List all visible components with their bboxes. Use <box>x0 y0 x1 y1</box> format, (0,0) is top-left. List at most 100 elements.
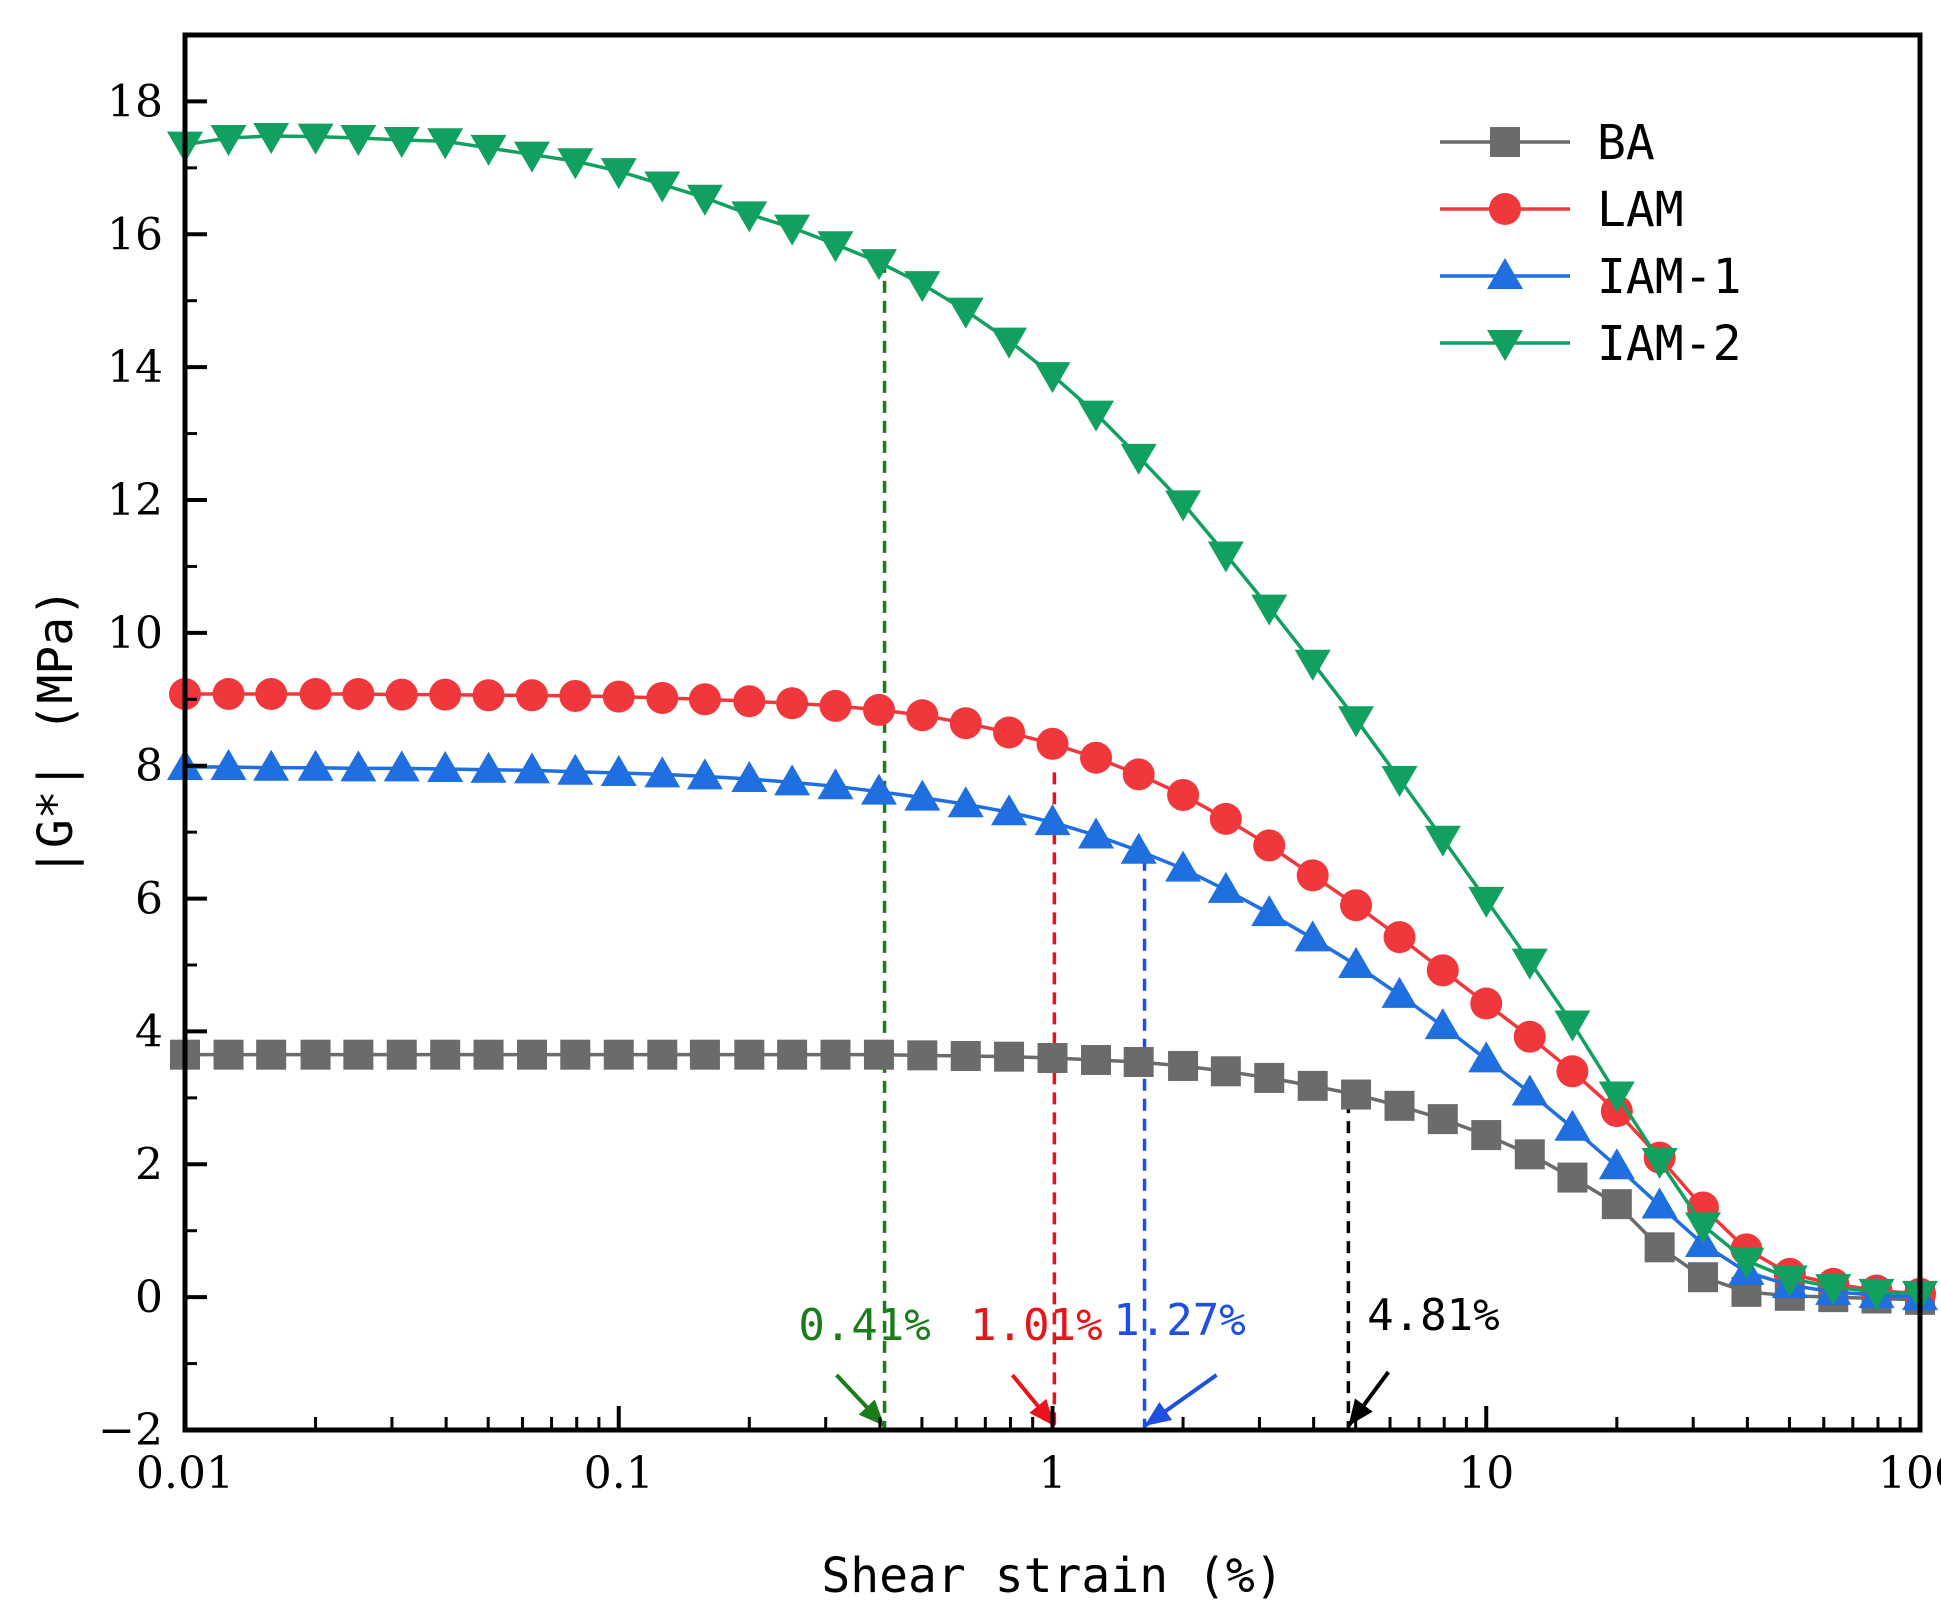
triangle-up-marker <box>904 779 941 811</box>
circle-marker <box>1080 741 1113 774</box>
triangle-down-marker <box>1771 1265 1808 1297</box>
circle-marker <box>472 679 505 712</box>
triangle-down-marker <box>686 184 723 216</box>
triangle-up-marker <box>1120 832 1157 864</box>
triangle-up-marker <box>1338 947 1375 978</box>
triangle-down-marker <box>1468 886 1505 918</box>
square-marker <box>1687 1262 1718 1293</box>
circle-marker <box>1209 802 1242 835</box>
x-tick-label: 0.01 <box>136 1448 234 1499</box>
square-marker <box>689 1039 720 1070</box>
square-marker <box>1341 1079 1372 1110</box>
square-marker <box>907 1040 938 1071</box>
triangle-down-marker <box>1641 1147 1678 1179</box>
square-marker <box>950 1041 981 1072</box>
circle-marker <box>1470 987 1503 1020</box>
triangle-up-marker <box>1078 817 1115 849</box>
triangle-up-marker <box>514 752 551 784</box>
square-marker <box>647 1039 678 1070</box>
y-tick-label: 12 <box>107 475 163 526</box>
circle-marker <box>733 685 766 718</box>
triangle-down-marker <box>340 124 377 156</box>
triangle-down-marker <box>1034 362 1071 394</box>
square-marker <box>1471 1120 1502 1151</box>
square-marker <box>256 1039 287 1070</box>
triangle-up-marker <box>1034 804 1071 836</box>
circle-marker <box>1296 859 1329 892</box>
square-marker <box>1384 1090 1415 1121</box>
square-marker <box>603 1039 634 1070</box>
y-tick-label: 2 <box>135 1139 163 1190</box>
square-marker <box>343 1039 374 1070</box>
circle-marker <box>602 680 635 713</box>
triangle-up-marker <box>860 773 897 805</box>
circle-marker <box>1253 829 1286 862</box>
square-marker <box>994 1041 1025 1072</box>
triangle-up-marker <box>383 750 420 782</box>
triangle-down-marker <box>383 126 420 158</box>
triangle-down-marker <box>1078 400 1115 432</box>
y-tick-label: 18 <box>107 76 163 127</box>
legend-label: LAM <box>1597 182 1684 238</box>
triangle-down-marker <box>1294 649 1331 681</box>
triangle-down-marker <box>1120 443 1157 475</box>
triangle-down-marker <box>1338 706 1375 738</box>
triangle-up-marker <box>253 749 290 781</box>
series-layer <box>167 122 1938 1315</box>
triangle-down-marker <box>297 123 334 155</box>
y-tick-label: 16 <box>107 209 163 260</box>
triangle-down-marker <box>600 158 637 190</box>
square-marker <box>473 1039 504 1070</box>
y-axis-title: |G*| (MPa) <box>28 588 84 877</box>
circle-marker <box>385 678 418 711</box>
y-tick-label: 8 <box>135 741 163 792</box>
legend-label: IAM-1 <box>1597 249 1742 305</box>
square-marker <box>1601 1189 1632 1220</box>
y-tick-label: 10 <box>107 608 163 659</box>
square-marker <box>1427 1104 1458 1135</box>
y-tick-label: −2 <box>98 1405 163 1456</box>
square-marker <box>1644 1232 1675 1263</box>
square-marker <box>1210 1056 1241 1087</box>
annotation-arrow-head <box>858 1399 885 1426</box>
triangle-down-marker <box>774 214 811 246</box>
triangle-up-marker <box>817 768 854 800</box>
triangle-down-marker <box>1381 766 1418 797</box>
circle-marker <box>1383 921 1416 954</box>
circle-marker <box>862 693 895 726</box>
annotation-arrow-head <box>1144 1401 1173 1426</box>
circle-marker <box>906 699 939 732</box>
triangle-up-marker <box>1424 1008 1461 1040</box>
square-marker <box>1081 1044 1112 1075</box>
circle-marker <box>1489 193 1521 225</box>
series-iam-2 <box>167 122 1938 1312</box>
triangle-down-marker <box>1684 1212 1721 1244</box>
square-marker <box>1557 1162 1588 1193</box>
square-marker <box>386 1039 417 1070</box>
annotation-arrow-head <box>1029 1398 1055 1426</box>
annotation-arrow-head <box>1348 1398 1373 1426</box>
square-marker <box>1123 1046 1154 1077</box>
circle-marker <box>1340 889 1373 922</box>
triangle-down-marker <box>1165 490 1202 522</box>
x-axis-title: Shear strain (%) <box>821 1548 1283 1604</box>
dashed-reference-lines <box>882 260 1351 1430</box>
triangle-up-marker <box>1381 976 1418 1008</box>
triangle-up-marker <box>470 751 507 783</box>
triangle-up-marker <box>427 751 464 783</box>
triangle-up-marker <box>1468 1041 1505 1073</box>
square-marker <box>1297 1070 1328 1101</box>
x-tick-label: 1 <box>1039 1448 1067 1499</box>
x-axis: 0.01 0.1 1 10 100 <box>136 1406 1941 1499</box>
triangle-down-marker <box>514 141 551 173</box>
square-marker <box>1037 1043 1068 1073</box>
circle-marker <box>1167 778 1200 811</box>
x-tick-label: 0.1 <box>584 1448 654 1499</box>
y-tick-label: 14 <box>107 342 163 393</box>
triangle-up-marker <box>210 749 247 781</box>
triangle-down-marker <box>904 271 941 303</box>
triangle-down-marker <box>644 171 681 203</box>
square-marker <box>734 1039 765 1070</box>
y-axis: −2 0 2 4 6 8 10 12 14 16 18 <box>98 76 207 1456</box>
